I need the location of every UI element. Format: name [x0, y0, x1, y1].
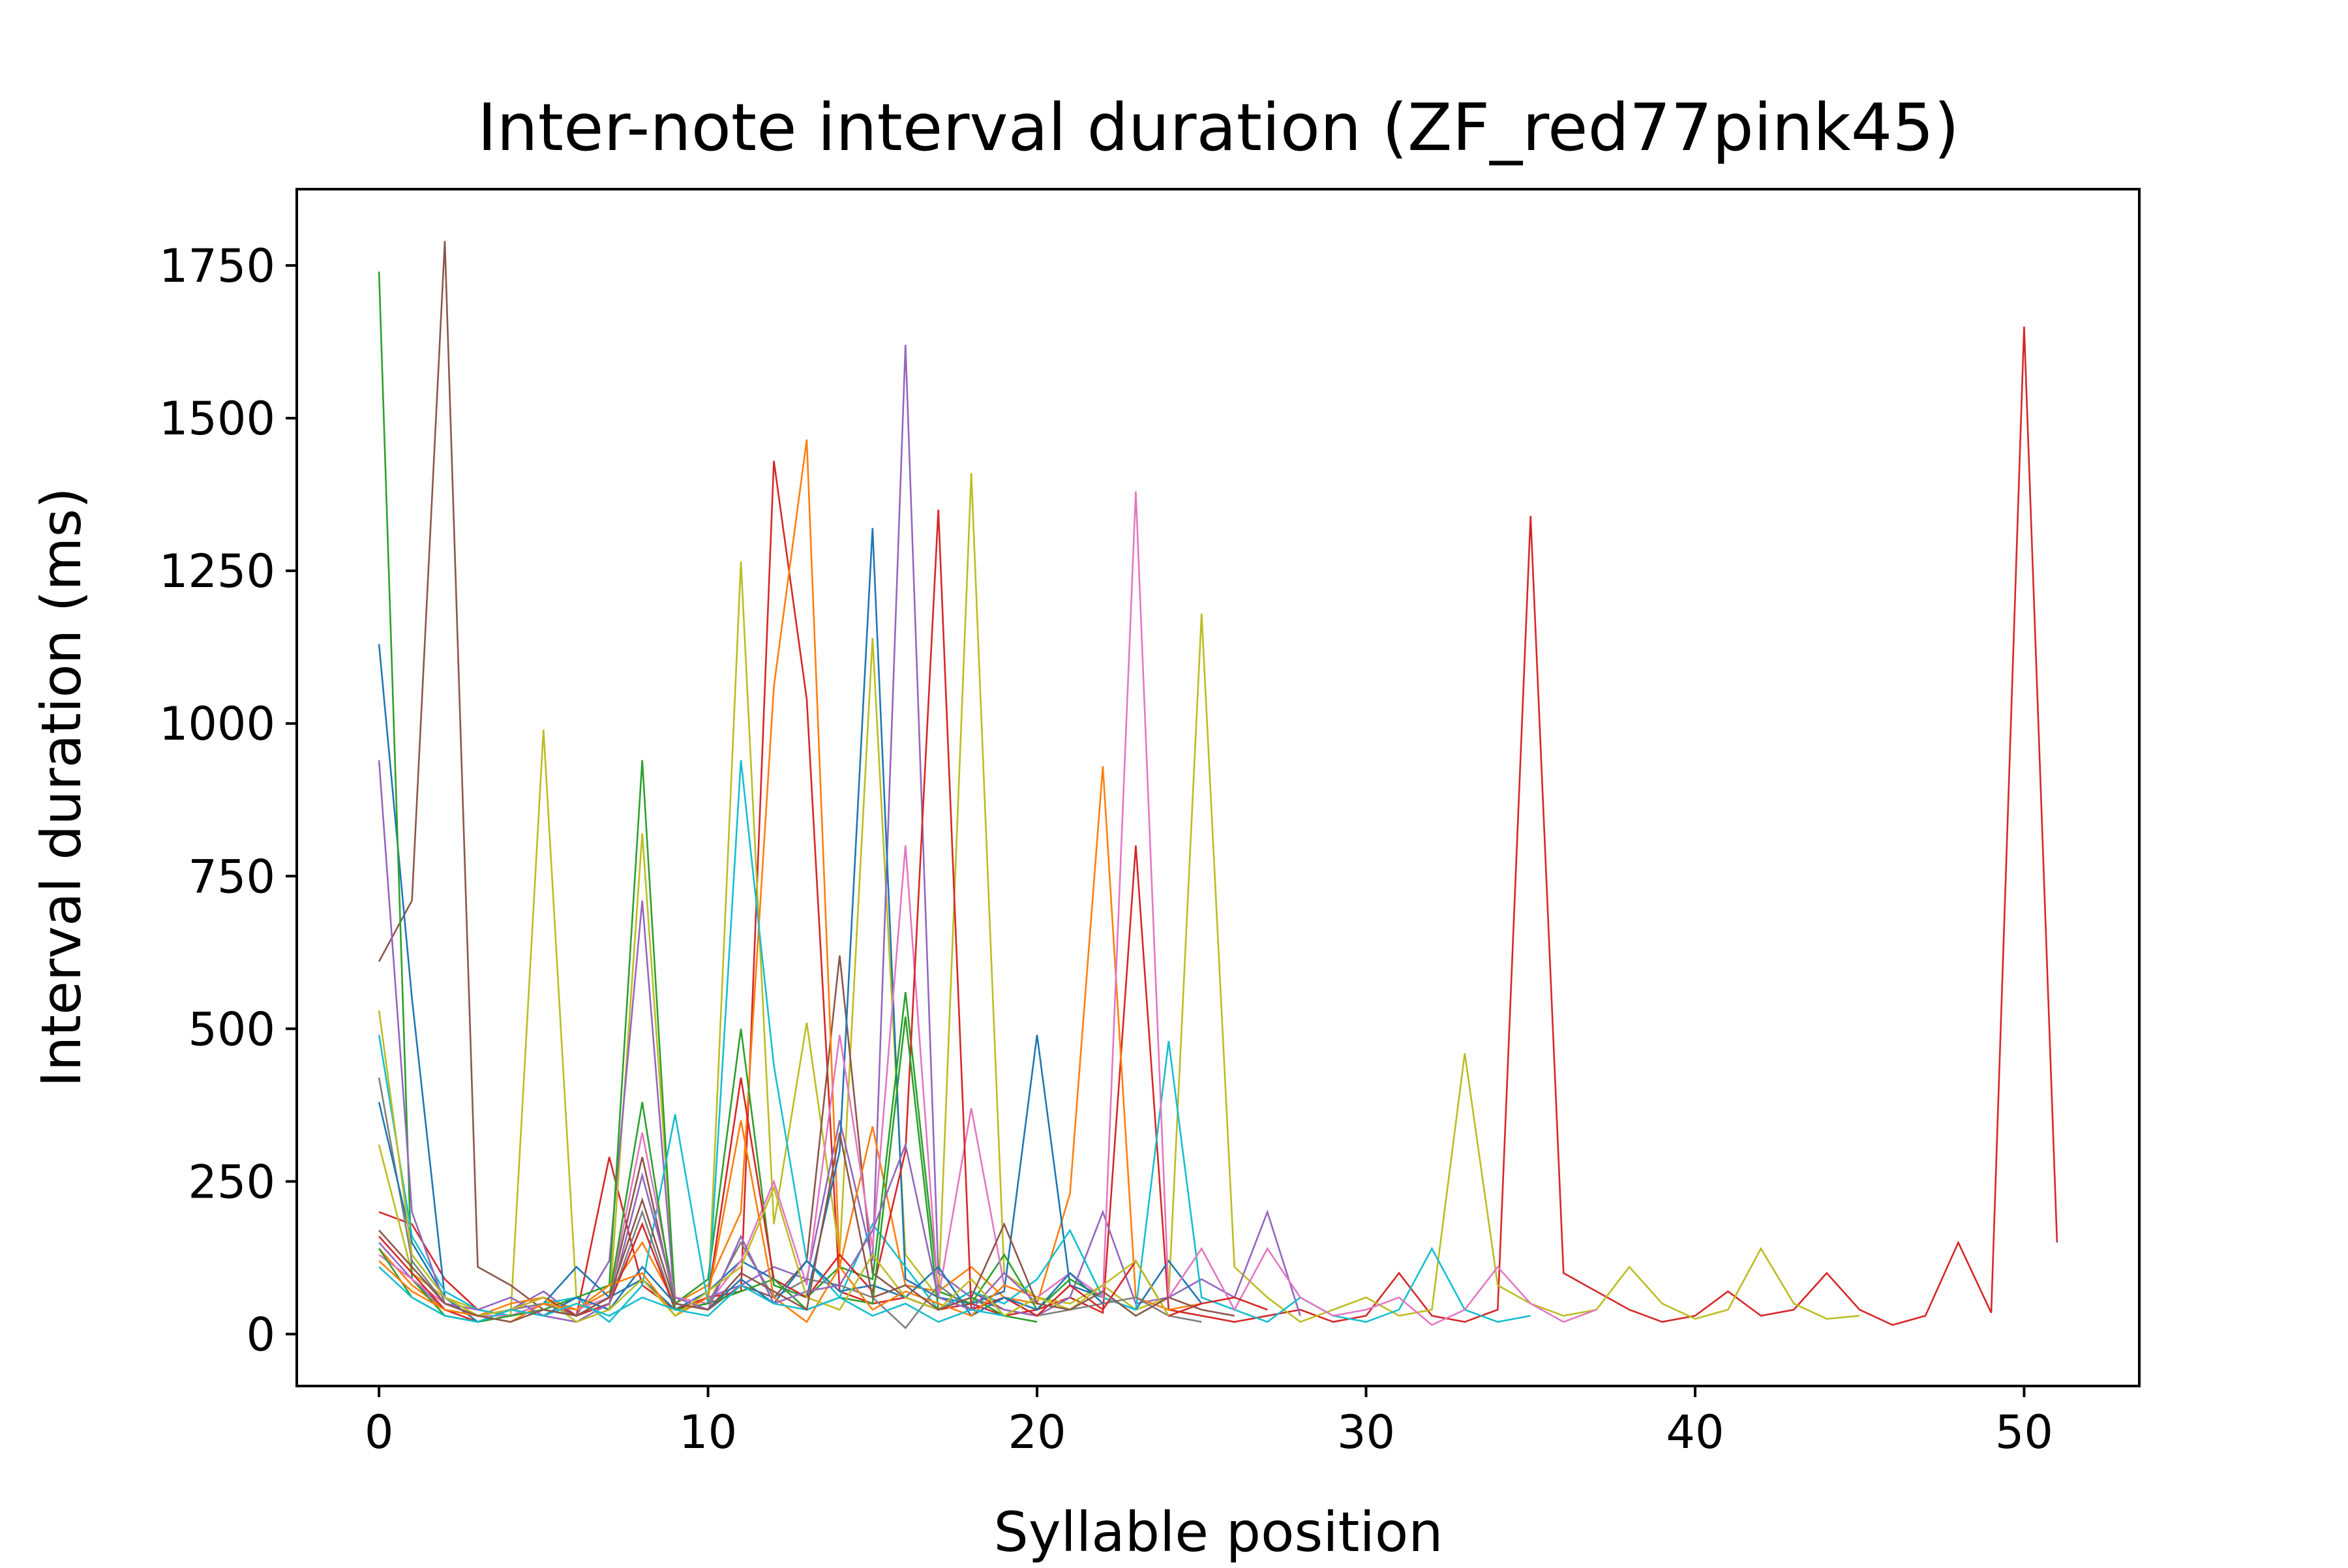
plot-area: [378, 241, 2058, 1330]
x-tick-label: 0: [365, 1406, 394, 1459]
series-line-13: [378, 1016, 1038, 1323]
x-tick-label: 30: [1337, 1406, 1395, 1459]
plot-frame: [295, 188, 2141, 1387]
x-tick-label: 50: [1995, 1406, 2053, 1459]
y-tick-label: 1000: [159, 697, 275, 751]
y-axis-label: Interval duration (ms): [29, 487, 93, 1087]
x-tick-label: 20: [1008, 1406, 1066, 1459]
x-tick-label: 10: [679, 1406, 737, 1459]
series-line-17: [378, 1266, 1004, 1323]
chart-title: Inter-note interval duration (ZF_red77pi…: [477, 89, 1959, 166]
x-axis-label: Syllable position: [994, 1500, 1443, 1564]
y-tick-label: 1500: [159, 392, 275, 445]
series-line-8: [378, 760, 1531, 1323]
series-line-9: [378, 491, 1597, 1326]
y-tick-label: 500: [188, 1003, 275, 1056]
y-tick-label: 0: [246, 1308, 275, 1361]
y-tick-label: 750: [188, 850, 275, 903]
x-axis: 0 10 20 30 40 50: [365, 1386, 2053, 1459]
y-tick-label: 250: [188, 1155, 275, 1209]
y-tick-label: 1750: [159, 239, 275, 293]
series-line-18: [378, 1132, 1235, 1323]
y-axis: 0 250 500 750 1000 1250 1500 1750: [159, 239, 297, 1361]
series-line-5: [378, 439, 1202, 1317]
x-tick-label: 40: [1666, 1406, 1724, 1459]
y-tick-label: 1250: [159, 545, 275, 598]
